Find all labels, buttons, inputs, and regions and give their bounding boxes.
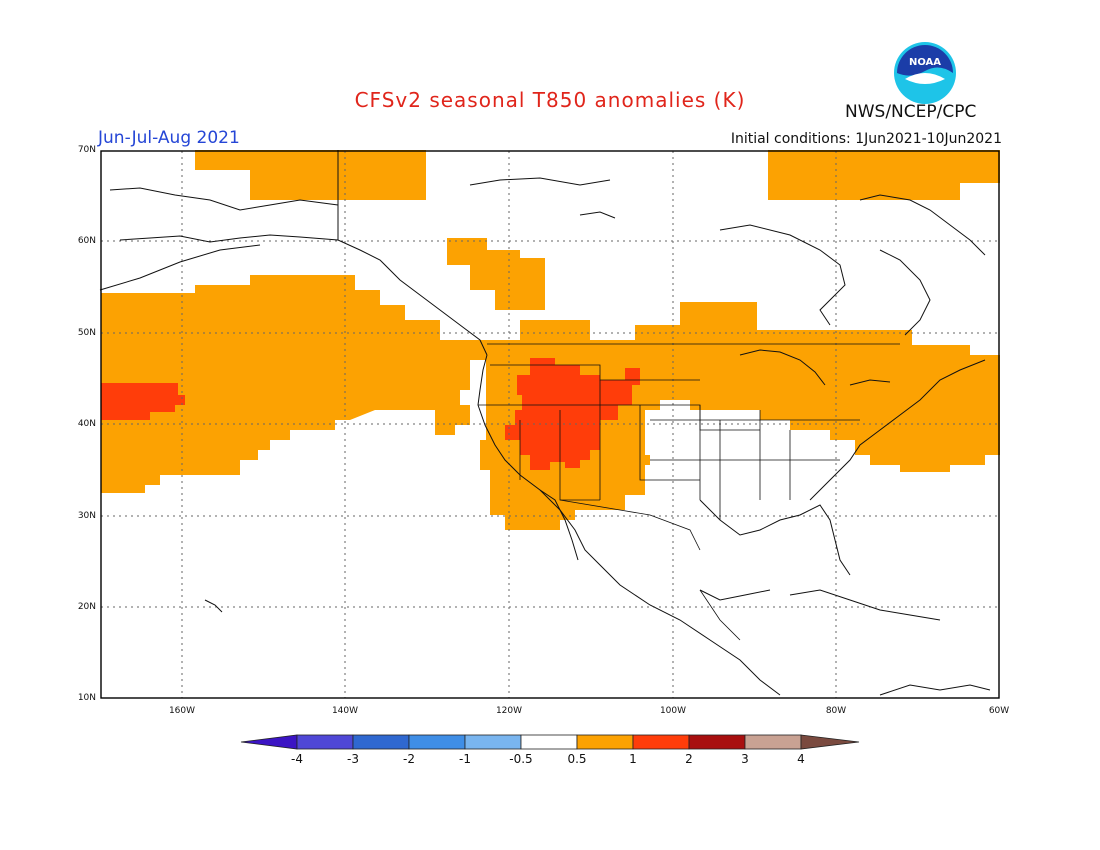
colorbar-label: -3 <box>347 752 359 766</box>
colorbar-swatch-1-05 <box>464 734 522 750</box>
colorbar-swatch-3-2 <box>352 734 410 750</box>
colorbar-label: -1 <box>459 752 471 766</box>
colorbar-label: -4 <box>291 752 303 766</box>
noaa-logo-icon: NOAA <box>894 42 956 104</box>
coastlines <box>99 150 991 696</box>
colorbar-label: -2 <box>403 752 415 766</box>
lon-label: 60W <box>988 706 1010 716</box>
colorbar-label: 1 <box>629 752 637 766</box>
colorbar-label: 2 <box>685 752 693 766</box>
colorbar-label: -0.5 <box>509 752 533 766</box>
lat-label: 10N <box>77 693 96 703</box>
lon-label: 140W <box>331 706 359 716</box>
colorbar-swatch-1-2 <box>632 734 690 750</box>
colorbar-label: 0.5 <box>567 752 587 766</box>
colorbar-label: 4 <box>797 752 805 766</box>
colorbar-swatch-neutral <box>520 734 578 750</box>
colorbar-swatch-2-3 <box>688 734 746 750</box>
logo-text: NOAA <box>909 57 941 68</box>
colorbar-swatch-lt-4 <box>240 734 298 750</box>
lat-label: 30N <box>77 511 96 521</box>
lon-label: 120W <box>495 706 523 716</box>
lon-label: 100W <box>659 706 687 716</box>
colorbar-swatch-05-1 <box>576 734 634 750</box>
map-frame <box>100 150 1000 699</box>
colorbar-swatch-2-1 <box>408 734 466 750</box>
anomaly-region-moderate <box>101 150 1000 530</box>
map-title: CFSv2 seasonal T850 anomalies (K) <box>354 88 746 112</box>
organization-label: NWS/NCEP/CPC <box>845 102 977 122</box>
lat-label: 20N <box>77 602 96 612</box>
lon-label: 160W <box>168 706 196 716</box>
colorbar-swatch-3-4 <box>744 734 802 750</box>
initial-conditions: Initial conditions: 1Jun2021-10Jun2021 <box>730 131 1002 147</box>
lat-label: 40N <box>77 419 96 429</box>
political-borders <box>478 343 900 641</box>
lat-label: 50N <box>77 328 96 338</box>
anomaly-region-strong <box>101 358 640 470</box>
colorbar <box>240 734 860 750</box>
lat-label: 70N <box>77 145 96 155</box>
map-gridlines <box>101 151 999 698</box>
lon-label: 80W <box>825 706 847 716</box>
colorbar-swatch-gt-4 <box>800 734 860 750</box>
colorbar-label: 3 <box>741 752 749 766</box>
lat-label: 60N <box>77 236 96 246</box>
season-label: Jun-Jul-Aug 2021 <box>98 128 240 148</box>
colorbar-swatch-4-3 <box>296 734 354 750</box>
